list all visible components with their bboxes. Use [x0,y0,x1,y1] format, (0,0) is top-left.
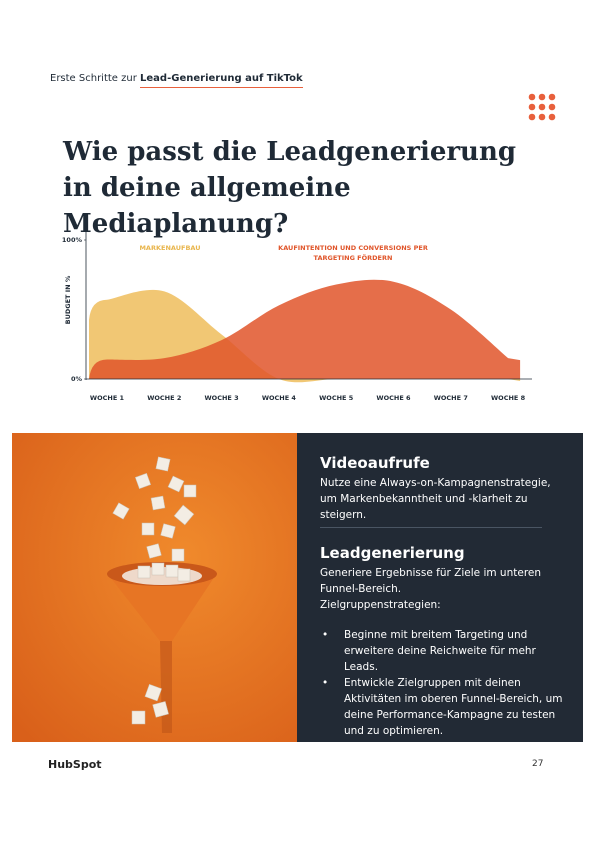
dots-icon [528,93,556,121]
x-tick-label: WOCHE 5 [319,394,354,402]
area [89,279,521,380]
bullet: Beginne mit breitem Targeting und erweit… [322,627,565,675]
section: Videoaufrufe Nutze eine Always-on-Kampag… [320,453,565,523]
chart: BUDGET IN % 0% 100% WOCHE 1 WOCHE 2 WOCHE 3 W… [62,220,532,402]
bullet-list: Beginne mit breitem Targeting und erweit… [320,627,565,739]
page-number: 27 [532,759,544,769]
logo: HubSpot [48,758,102,771]
x-tick-label: WOCHE 4 [262,394,297,402]
x-tick-label: WOCHE 2 [147,394,181,402]
section-text: Generiere Ergebnisse für Ziele im untere… [320,567,542,595]
x-tick-label: WOCHE 7 [434,394,468,402]
y-axis-label: BUDGET IN % [64,275,72,324]
section-heading: Videoaufrufe [320,454,430,472]
y-tick-label: 100% [62,236,83,244]
divider [320,527,542,528]
section: Leadgenerierung Generiere Ergebnisse für… [320,543,565,739]
header: Erste Schritte zur Lead-Generierung auf … [50,73,303,88]
x-tick-label: WOCHE 6 [376,394,411,402]
x-tick-label: WOCHE 1 [90,394,125,402]
x-tick-label: WOCHE 3 [205,394,239,402]
funnel-photo [12,433,297,742]
section-heading: Leadgenerierung [320,544,465,562]
x-tick-label: WOCHE 8 [491,394,526,402]
bullet: Entwickle Zielgruppen mit deinen Aktivit… [322,675,565,739]
section-text: Nutze eine Always-on-Kampagnenstrategie,… [320,477,551,521]
header-highlight: Lead-Generierung auf TikTok [140,73,303,88]
title: Wie passt die Leadgenerierung in deine a… [63,137,517,239]
series-label: MARKENAUFBAU [139,244,201,252]
section-subtext: Zielgruppenstrategien: [320,599,441,611]
series-label: KAUFINTENTION UND CONVERSIONS PER TARGET… [278,244,428,262]
header-prefix: Erste Schritte zur [50,73,137,84]
info-panel: Videoaufrufe Nutze eine Always-on-Kampag… [297,433,583,742]
y-tick-label: 0% [71,375,83,383]
